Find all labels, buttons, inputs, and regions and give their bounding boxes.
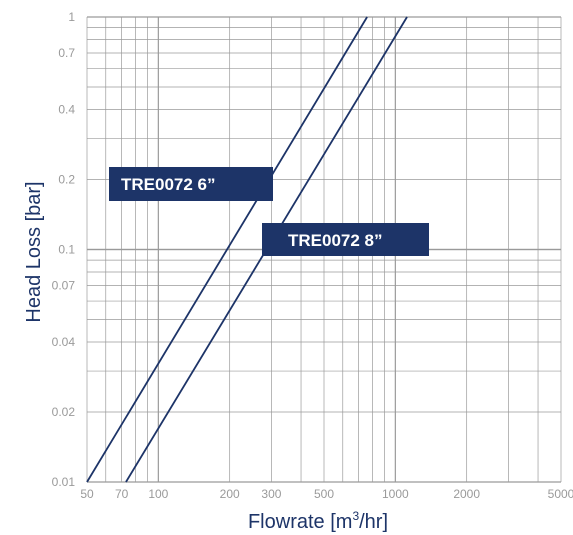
x-tick-label: 200 (220, 487, 240, 501)
series-line-1 (86, 16, 368, 483)
y-tick-label: 0.01 (52, 475, 76, 489)
x-tick-label: 70 (115, 487, 129, 501)
series-label-box (262, 223, 429, 256)
y-tick-label: 0.7 (58, 46, 75, 60)
x-tick-labels: 50 70 100 200 300 500 1000 2000 5000 (80, 487, 573, 501)
y-tick-label: 0.07 (52, 279, 76, 293)
x-tick-label: 5000 (548, 487, 573, 501)
x-axis-title: Flowrate [m3/hr] (248, 509, 388, 533)
y-tick-label: 0.02 (52, 405, 76, 419)
x-tick-label: 100 (148, 487, 168, 501)
x-tick-label: 50 (80, 487, 94, 501)
x-tick-label: 2000 (453, 487, 480, 501)
series-label-text: TRE0072 6” (121, 175, 216, 194)
y-tick-labels: 0.01 0.02 0.04 0.07 0.1 0.2 0.4 0.7 1 (52, 10, 76, 489)
y-axis-title: Head Loss [bar] (23, 181, 45, 322)
x-tick-label: 300 (261, 487, 281, 501)
series-labels: TRE0072 6” TRE0072 8” (109, 167, 429, 256)
y-tick-label: 0.1 (58, 243, 75, 257)
y-tick-label: 1 (68, 10, 75, 24)
series-label-box (109, 167, 273, 201)
x-tick-label: 500 (314, 487, 334, 501)
series-label-1: TRE0072 6” (109, 167, 273, 201)
x-tick-label: 1000 (382, 487, 409, 501)
y-tick-label: 0.04 (52, 335, 76, 349)
y-tick-label: 0.4 (58, 103, 75, 117)
y-tick-label: 0.2 (58, 173, 75, 187)
series-label-text: TRE0072 8” (288, 231, 383, 250)
series-label-2: TRE0072 8” (262, 223, 429, 256)
